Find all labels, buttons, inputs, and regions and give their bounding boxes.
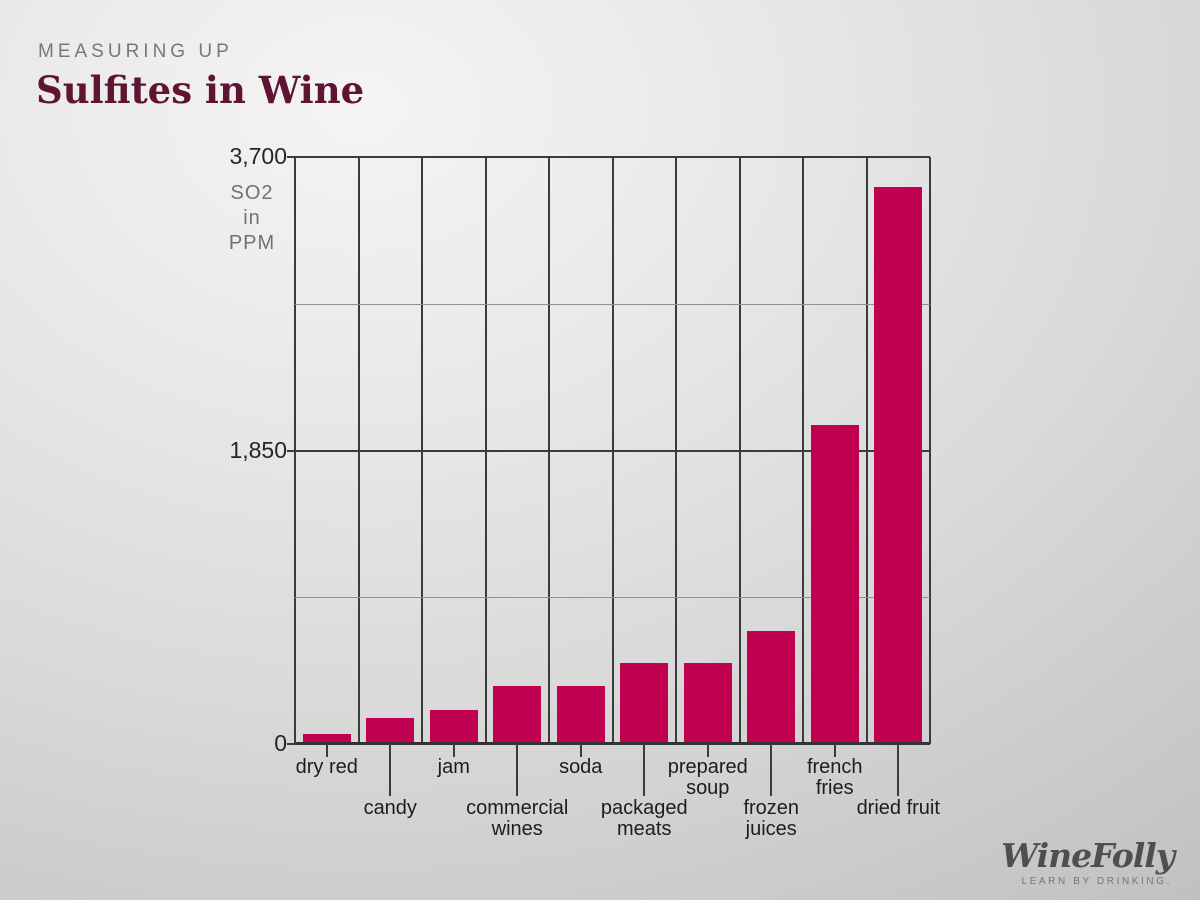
bar-dried-fruit [874, 186, 923, 742]
y-tick-label: 1,850 [229, 436, 287, 463]
x-label-packaged-meats: packaged meats [600, 797, 688, 840]
bar-prepared-soup [683, 662, 732, 742]
bar-commercial-wines [493, 686, 542, 742]
x-label-dried-fruit: dried fruit [856, 797, 940, 819]
x-tick-mark [579, 744, 582, 757]
y-tick-label: 0 [274, 730, 287, 756]
x-tick-mark [833, 744, 836, 757]
bar-soda [556, 686, 605, 742]
bar-french-fries [810, 424, 859, 742]
x-label-prepared-soup: prepared soup [667, 756, 748, 799]
bar-packaged-meats [620, 662, 669, 742]
y-tick-label: 3,700 [229, 143, 287, 169]
winefolly-tagline: LEARN BY DRINKING. [1021, 876, 1172, 887]
gridline-major [295, 449, 930, 452]
bar-dry-red [302, 734, 351, 742]
x-label-commercial-wines: commercial wines [466, 797, 569, 840]
x-tick-mark [516, 744, 519, 796]
x-label-soda: soda [559, 756, 603, 778]
x-label-jam: jam [437, 756, 470, 778]
bar-frozen-juices [747, 630, 796, 742]
x-label-french-fries: french fries [806, 756, 863, 799]
x-tick-mark [706, 744, 709, 757]
plot-area [294, 156, 931, 745]
kicker-text: MEASURING UP [38, 41, 233, 62]
y-tick-mark [287, 156, 296, 158]
gridline-major [295, 742, 930, 745]
x-tick-mark [897, 744, 900, 796]
x-tick-mark [325, 744, 328, 757]
page-title: Sulfites in Wine [36, 68, 365, 112]
winefolly-logo: WineFolly [1001, 836, 1175, 875]
x-label-frozen-juices: frozen juices [743, 797, 800, 840]
x-tick-mark [770, 744, 773, 796]
x-tick-mark [389, 744, 392, 796]
x-label-candy: candy [363, 797, 417, 819]
bar-jam [429, 710, 478, 742]
gridline-major [295, 156, 930, 158]
bar-candy [366, 718, 415, 742]
x-tick-mark [452, 744, 455, 757]
gridline-minor [295, 597, 930, 599]
gridline-minor [295, 303, 930, 305]
y-axis-unit-label: SO2 in PPM [228, 182, 276, 254]
x-label-dry-red: dry red [295, 756, 358, 778]
y-tick-mark [287, 449, 296, 452]
y-tick-mark [287, 743, 296, 745]
plot-right-border [929, 157, 931, 744]
x-tick-mark [643, 744, 646, 796]
